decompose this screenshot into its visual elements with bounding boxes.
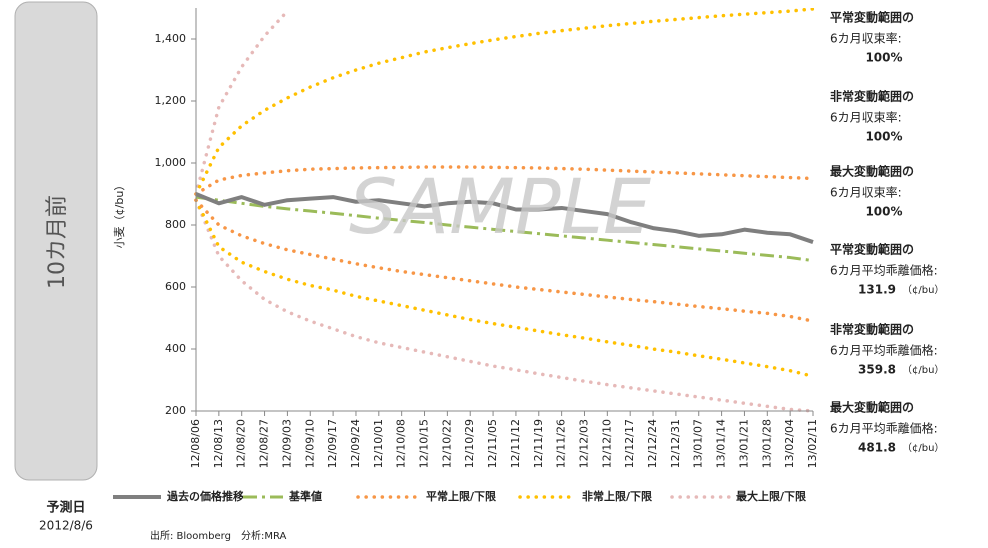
annotation-label: 6カ月平均乖離価格:	[830, 421, 938, 436]
x-tick-label: 13/01/14	[715, 419, 728, 468]
y-tick-label: 800	[165, 218, 186, 231]
forecast-date: 2012/8/6	[39, 519, 93, 533]
x-tick-label: 12/08/20	[235, 419, 248, 468]
x-tick-label: 12/08/06	[189, 419, 202, 468]
legend-label: 非常上限/下限	[582, 489, 652, 503]
series-line	[194, 198, 815, 413]
x-tick-label: 12/09/10	[303, 419, 316, 468]
x-tick-label: 12/10/08	[395, 419, 408, 468]
legend-label: 平常上限/下限	[426, 489, 496, 503]
series-line	[194, 8, 815, 196]
y-tick-label: 1,000	[155, 156, 187, 169]
series-line	[194, 198, 815, 323]
x-tick-label: 12/08/27	[258, 419, 271, 468]
x-tick-label: 12/12/17	[623, 419, 636, 468]
x-tick-label: 12/09/17	[326, 419, 339, 468]
legend-label: 基準値	[288, 489, 322, 503]
annotation-label: 6カ月平均乖離価格:	[830, 343, 938, 358]
y-tick-label: 1,400	[155, 32, 187, 45]
x-tick-label: 12/11/12	[509, 419, 522, 468]
annotation-label: 6カ月収束率:	[830, 110, 902, 125]
x-tick-label: 13/02/11	[806, 419, 819, 468]
x-tick-label: 12/09/03	[280, 419, 293, 468]
side-panel	[14, 1, 98, 481]
annotation-unit: （¢/bu）	[902, 284, 944, 296]
y-tick-label: 600	[165, 280, 186, 293]
x-tick-label: 12/10/15	[418, 419, 431, 468]
legend-label: 最大上限/下限	[736, 489, 806, 503]
x-tick-label: 12/11/26	[555, 419, 568, 468]
x-tick-label: 13/01/28	[760, 419, 773, 468]
annotation-label: 6カ月収束率:	[830, 185, 902, 200]
x-tick-label: 12/11/05	[486, 419, 499, 468]
series-line	[194, 9, 290, 196]
x-tick-label: 12/10/22	[440, 419, 453, 468]
annotation-title: 平常変動範囲の	[830, 242, 914, 257]
source: 出所: Bloomberg 分析:MRA	[150, 529, 286, 542]
x-tick-label: 12/09/24	[349, 419, 362, 468]
x-tick-label: 12/10/01	[372, 419, 385, 468]
series-line	[194, 198, 815, 379]
annotation-title: 平常変動範囲の	[830, 10, 914, 25]
y-tick-label: 400	[165, 342, 186, 355]
x-tick-label: 12/12/03	[577, 419, 590, 468]
annotation-value: 481.8	[858, 441, 896, 455]
annotation-value: 100%	[865, 205, 902, 219]
side-label: 10カ月前	[45, 195, 70, 289]
annotation-title: 最大変動範囲の	[830, 164, 914, 179]
annotation-label: 6カ月収束率:	[830, 31, 902, 46]
annotation-title: 非常変動範囲の	[830, 89, 914, 104]
annotation-unit: （¢/bu）	[902, 364, 944, 376]
annotation-label: 6カ月平均乖離価格:	[830, 263, 938, 278]
annotation-unit: （¢/bu）	[902, 442, 944, 454]
x-tick-label: 12/08/13	[212, 419, 225, 468]
y-tick-label: 200	[165, 404, 186, 417]
x-tick-label: 13/01/21	[737, 419, 750, 468]
annotation-value: 100%	[865, 130, 902, 144]
legend-label: 過去の価格推移	[166, 489, 244, 503]
x-tick-label: 12/12/31	[669, 419, 682, 468]
annotation-title: 非常変動範囲の	[830, 322, 914, 337]
annotation-value: 100%	[865, 51, 902, 65]
annotation-title: 最大変動範囲の	[830, 400, 914, 415]
y-axis-label: 小麦（¢/bu）	[113, 180, 126, 249]
x-tick-label: 12/11/19	[532, 419, 545, 468]
annotation-value: 359.8	[858, 363, 896, 377]
series-line	[195, 192, 814, 244]
x-tick-label: 12/10/29	[463, 419, 476, 468]
x-tick-label: 12/12/10	[600, 419, 613, 468]
annotation-value: 131.9	[858, 283, 896, 297]
x-tick-label: 13/02/04	[783, 419, 796, 468]
x-tick-label: 13/01/07	[692, 419, 705, 468]
watermark: SAMPLE	[349, 162, 651, 251]
x-tick-label: 12/12/24	[646, 419, 659, 468]
forecast-label: 予測日	[46, 500, 85, 516]
y-tick-label: 1,200	[155, 94, 187, 107]
series-line	[194, 165, 815, 196]
series-line	[195, 195, 814, 263]
